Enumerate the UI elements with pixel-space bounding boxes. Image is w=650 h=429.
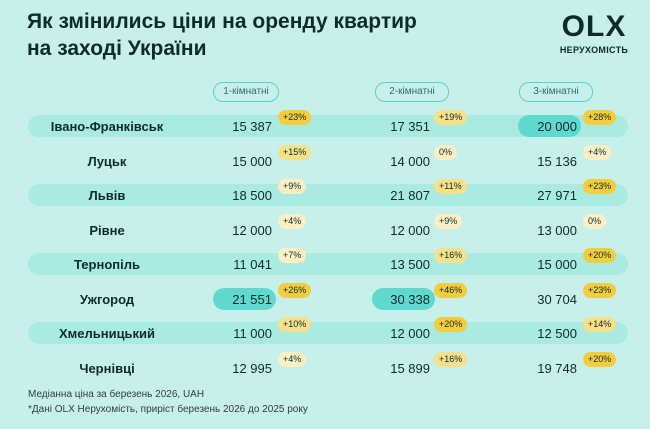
price-value: 15 000 bbox=[232, 154, 272, 169]
price-value: 12 000 bbox=[390, 223, 430, 238]
growth-badge: +46% bbox=[434, 283, 468, 298]
price-value: 12 995 bbox=[232, 361, 272, 376]
column-header-1-room: 1-кімнатні bbox=[213, 82, 279, 102]
row-band bbox=[28, 253, 628, 275]
growth-badge: 0% bbox=[583, 214, 607, 229]
price-value: 19 748 bbox=[537, 361, 577, 376]
city-name: Ужгород bbox=[79, 292, 135, 307]
city-name: Хмельницький bbox=[58, 326, 156, 341]
price-value: 12 500 bbox=[537, 326, 577, 341]
growth-badge: +23% bbox=[583, 283, 617, 298]
price-value: 18 500 bbox=[232, 188, 272, 203]
growth-badge: +23% bbox=[583, 179, 617, 194]
growth-badge: +23% bbox=[278, 110, 312, 125]
row-band bbox=[28, 322, 628, 344]
max-price-highlight bbox=[213, 288, 276, 310]
price-value: 11 041 bbox=[233, 257, 272, 272]
olx-logo: OLX НЕРУХОМІСТЬ bbox=[554, 10, 634, 55]
row-band bbox=[28, 115, 628, 137]
column-header-2-room: 2-кімнатні bbox=[375, 82, 449, 102]
price-value: 15 899 bbox=[390, 361, 430, 376]
growth-badge: +19% bbox=[434, 110, 468, 125]
price-value: 21 807 bbox=[390, 188, 430, 203]
row-band bbox=[28, 184, 628, 206]
growth-badge: +20% bbox=[583, 352, 617, 367]
growth-badge: +7% bbox=[278, 248, 307, 263]
growth-badge: +20% bbox=[434, 317, 468, 332]
price-value: 15 136 bbox=[537, 154, 577, 169]
price-value: 30 338 bbox=[390, 292, 430, 307]
growth-badge: +4% bbox=[278, 214, 307, 229]
growth-badge: +11% bbox=[434, 179, 467, 194]
footnote-median: Медіанна ціна за березень 2026, UAH bbox=[28, 389, 205, 400]
city-name: Луцьк bbox=[87, 154, 127, 169]
growth-badge: +16% bbox=[434, 352, 468, 367]
price-value: 12 000 bbox=[232, 223, 272, 238]
price-value: 13 500 bbox=[390, 257, 430, 272]
price-value: 15 000 bbox=[537, 257, 577, 272]
growth-badge: +10% bbox=[278, 317, 312, 332]
column-header-3-room: 3-кімнатні bbox=[519, 82, 593, 102]
price-value: 15 387 bbox=[232, 119, 272, 134]
price-value: 20 000 bbox=[537, 119, 577, 134]
growth-badge: +4% bbox=[278, 352, 307, 367]
price-value: 14 000 bbox=[390, 154, 430, 169]
growth-badge: +28% bbox=[583, 110, 617, 125]
page-title: Як змінились ціни на оренду квартир на з… bbox=[27, 8, 417, 62]
growth-badge: +26% bbox=[278, 283, 312, 298]
price-value: 13 000 bbox=[537, 223, 577, 238]
growth-badge: +9% bbox=[278, 179, 307, 194]
title-line-2: на заході України bbox=[27, 37, 207, 60]
growth-badge: +20% bbox=[583, 248, 617, 263]
city-name: Чернівці bbox=[79, 361, 135, 376]
growth-badge: 0% bbox=[434, 145, 458, 160]
price-value: 12 000 bbox=[390, 326, 430, 341]
max-price-highlight bbox=[518, 115, 581, 137]
city-name: Тернопіль bbox=[74, 257, 140, 272]
price-value: 30 704 bbox=[537, 292, 577, 307]
growth-badge: +16% bbox=[434, 248, 468, 263]
growth-badge: +14% bbox=[583, 317, 617, 332]
price-value: 11 000 bbox=[233, 326, 272, 341]
price-value: 21 551 bbox=[232, 292, 272, 307]
price-value: 17 351 bbox=[390, 119, 430, 134]
footnote-source: *Дані OLX Нерухомість, приріст березень … bbox=[28, 404, 308, 415]
logo-mark: OLX bbox=[561, 10, 627, 43]
price-value: 27 971 bbox=[537, 188, 577, 203]
title-line-1: Як змінились ціни на оренду квартир bbox=[27, 10, 417, 33]
growth-badge: +4% bbox=[583, 145, 612, 160]
city-name: Рівне bbox=[89, 223, 125, 238]
logo-subtitle: НЕРУХОМІСТЬ bbox=[559, 45, 629, 55]
city-name: Львів bbox=[88, 188, 126, 203]
growth-badge: +15% bbox=[278, 145, 312, 160]
growth-badge: +9% bbox=[434, 214, 463, 229]
max-price-highlight bbox=[372, 288, 435, 310]
city-name: Івано-Франківськ bbox=[50, 119, 164, 134]
